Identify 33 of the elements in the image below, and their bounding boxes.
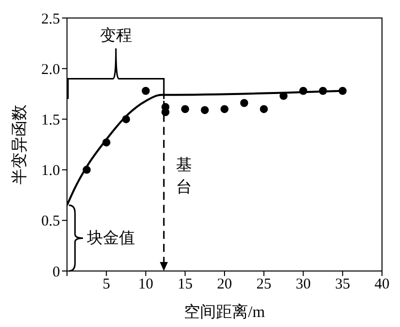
- x-tick-label: 30: [296, 276, 311, 293]
- y-tick-label: 2.0: [41, 62, 60, 78]
- x-tick-label: 20: [217, 276, 232, 293]
- annotation: 基台: [176, 156, 192, 196]
- point: [122, 115, 130, 124]
- point: [161, 108, 170, 116]
- y-tick-label: 1.0: [41, 163, 60, 180]
- point: [318, 86, 327, 95]
- point: [260, 105, 268, 114]
- y-axis-title: 半变异函数: [10, 104, 28, 184]
- y-tick-label: 0.5: [41, 214, 60, 230]
- x-tick-label: 35: [335, 276, 350, 293]
- annotation: 变程: [100, 26, 132, 44]
- point: [200, 106, 209, 114]
- x-axis-title: 空间距离/m: [184, 303, 266, 321]
- point: [338, 86, 347, 95]
- point: [299, 86, 308, 95]
- point: [280, 92, 288, 100]
- x-tick-label: 5: [102, 276, 110, 293]
- point: [102, 138, 110, 146]
- point: [240, 99, 248, 108]
- x-tick-label: 15: [178, 276, 193, 293]
- x-tick-label: 25: [256, 276, 272, 293]
- y-tick-label: 2.5: [41, 11, 60, 28]
- y-tick-label: 0: [52, 264, 60, 280]
- y-tick-label: 1.5: [41, 112, 60, 129]
- x-tick-label: 10: [138, 276, 154, 293]
- point: [82, 166, 91, 174]
- point: [142, 86, 150, 95]
- point: [220, 105, 228, 114]
- point: [181, 105, 190, 114]
- annotation: 块金值: [86, 229, 135, 248]
- x-tick-label: 40: [374, 276, 390, 293]
